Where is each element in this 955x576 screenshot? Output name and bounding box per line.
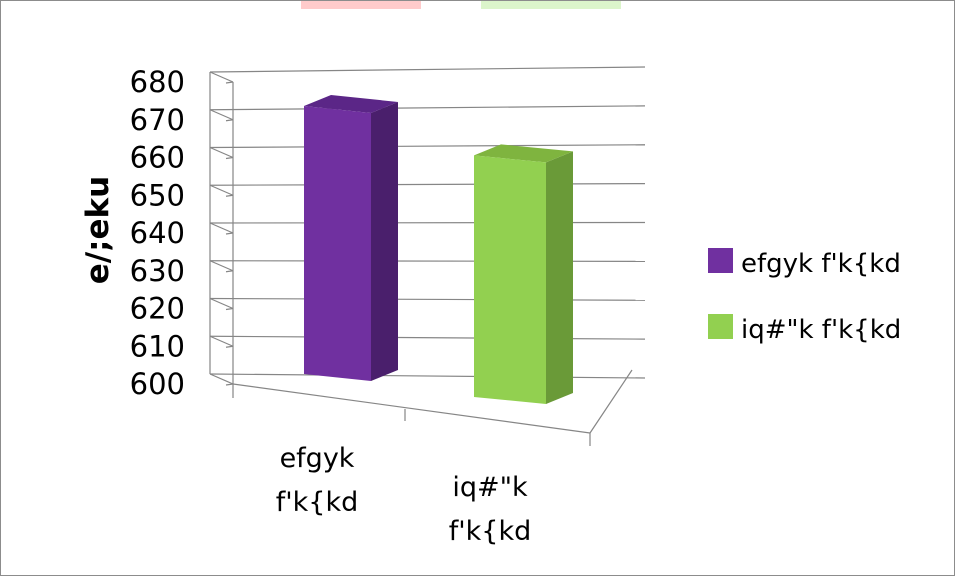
y-tick-label: 670 (130, 103, 185, 137)
bars (304, 94, 573, 404)
gridline-side (209, 71, 234, 83)
y-axis-label: e/;eku (80, 176, 116, 284)
x-category-label-line: f'k{kd (449, 516, 532, 547)
gridline-side (209, 109, 234, 121)
gridline-back (209, 66, 646, 73)
y-tick-mark (225, 383, 234, 386)
y-tick-mark (225, 232, 234, 235)
gridline-side (209, 297, 234, 310)
gridline-back (209, 335, 646, 340)
watermark-green-strip (481, 1, 621, 9)
y-tick-mark (225, 156, 234, 160)
bar (474, 155, 546, 404)
x-category-label-line: iq#"k (452, 472, 528, 503)
gridlines (209, 66, 646, 446)
gridline-back (209, 297, 646, 301)
gridline-side (209, 184, 234, 196)
gridline-back (209, 260, 646, 262)
y-tick-label: 640 (130, 216, 185, 250)
gridline-back (209, 105, 646, 111)
gridline-back (209, 183, 646, 186)
y-tick-label: 620 (130, 292, 185, 326)
legend-swatch (708, 314, 733, 339)
gridline-back (209, 221, 646, 224)
y-tick-label: 630 (130, 254, 185, 288)
legend-label: efgyk f'k{kd (741, 249, 901, 279)
legend: efgyk f'k{kd iq#"k f'k{kd (708, 248, 901, 345)
floor-right-edge (589, 369, 633, 434)
x-category-label-line: efgyk (280, 443, 355, 474)
gridline-side (209, 373, 234, 385)
bar-side-face (371, 101, 398, 381)
watermark-red-strip (301, 1, 421, 9)
bar-side-face (546, 151, 573, 404)
y-tick-mark (225, 194, 234, 197)
bar-top-face (304, 94, 398, 113)
y-tick-mark (225, 81, 234, 84)
y-tick-mark (225, 270, 234, 273)
y-tick-mark (225, 119, 234, 122)
bar (304, 105, 371, 381)
bar-top-face (474, 144, 573, 163)
y-tick-label: 650 (130, 178, 185, 212)
y-tick-mark (225, 345, 234, 348)
gridline-side (209, 146, 234, 159)
y-tick-mark (225, 307, 234, 311)
y-tick-label: 680 (130, 65, 185, 99)
gridline-side (209, 222, 234, 234)
legend-swatch (708, 248, 733, 273)
floor-front-edge (232, 383, 591, 434)
gridline-back (209, 144, 646, 149)
gridline-back (209, 373, 646, 379)
x-category-label: efgyk f'k{kd (276, 443, 359, 518)
gridline-side (209, 260, 234, 272)
y-tick-label: 610 (130, 329, 185, 363)
x-category-label: iq#"k f'k{kd (449, 472, 532, 547)
x-category-label-line: f'k{kd (276, 487, 359, 518)
gridline-side (209, 335, 234, 347)
x-axis-category-labels: efgyk f'k{kd iq#"k f'k{kd (276, 443, 532, 547)
legend-label: iq#"k f'k{kd (741, 315, 901, 345)
y-tick-label: 600 (130, 367, 185, 401)
y-tick-label: 660 (130, 141, 185, 175)
